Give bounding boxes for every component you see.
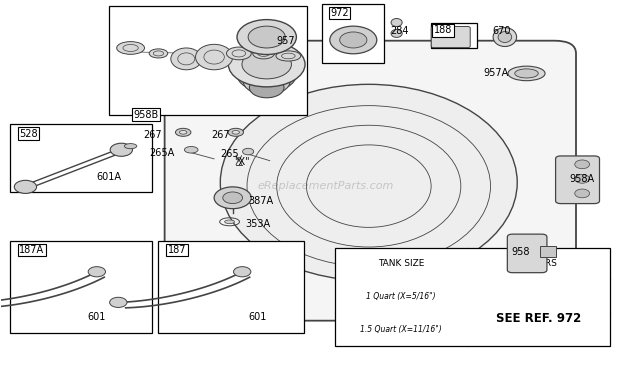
Text: 1.5 Quart (X=11/16"): 1.5 Quart (X=11/16") — [360, 325, 441, 334]
Bar — [10, 241, 153, 333]
Ellipse shape — [232, 131, 239, 134]
Text: 972: 972 — [330, 8, 349, 18]
Circle shape — [237, 57, 296, 92]
Circle shape — [214, 187, 251, 209]
FancyBboxPatch shape — [432, 27, 470, 47]
Ellipse shape — [195, 44, 232, 70]
Bar — [335, 248, 610, 346]
Ellipse shape — [224, 220, 234, 224]
Text: TANK SIZE: TANK SIZE — [378, 259, 424, 268]
Ellipse shape — [117, 42, 144, 54]
Circle shape — [242, 50, 291, 79]
Ellipse shape — [149, 49, 168, 58]
Ellipse shape — [391, 30, 402, 38]
Circle shape — [223, 192, 242, 204]
Text: 958B: 958B — [134, 110, 159, 120]
Circle shape — [237, 20, 296, 54]
Circle shape — [14, 180, 37, 193]
Text: 265: 265 — [220, 149, 239, 159]
Ellipse shape — [498, 32, 511, 42]
FancyBboxPatch shape — [507, 234, 547, 273]
Text: 188: 188 — [434, 26, 452, 35]
Ellipse shape — [226, 47, 251, 60]
Text: 957A: 957A — [483, 68, 508, 78]
FancyBboxPatch shape — [556, 156, 600, 204]
Ellipse shape — [220, 84, 517, 281]
Text: 187: 187 — [168, 245, 186, 255]
Bar — [431, 23, 477, 48]
Circle shape — [340, 32, 367, 48]
Ellipse shape — [184, 146, 198, 153]
Text: 187A: 187A — [19, 245, 45, 255]
Text: 387A: 387A — [248, 196, 273, 207]
Text: "X": "X" — [234, 157, 250, 167]
Text: 267: 267 — [143, 130, 162, 140]
Ellipse shape — [391, 19, 402, 27]
Ellipse shape — [508, 66, 545, 81]
Circle shape — [234, 267, 251, 277]
Circle shape — [228, 42, 305, 87]
Ellipse shape — [171, 48, 202, 70]
Bar — [540, 246, 556, 257]
Text: 353A: 353A — [245, 219, 270, 229]
Bar — [109, 6, 307, 115]
Ellipse shape — [175, 128, 191, 136]
Bar — [322, 4, 384, 62]
Circle shape — [575, 160, 590, 169]
Ellipse shape — [253, 48, 275, 59]
Text: 265A: 265A — [149, 149, 174, 158]
Circle shape — [575, 174, 590, 183]
Text: 284: 284 — [391, 26, 409, 36]
Text: 1 Quart (X=5/16"): 1 Quart (X=5/16") — [366, 292, 436, 300]
Circle shape — [249, 77, 284, 98]
Text: 267: 267 — [211, 130, 229, 140]
Text: 601: 601 — [87, 312, 106, 322]
Circle shape — [110, 297, 127, 307]
Text: 601A: 601A — [97, 172, 122, 182]
Text: 958A: 958A — [570, 174, 595, 184]
Ellipse shape — [125, 143, 137, 149]
Circle shape — [110, 143, 133, 156]
Ellipse shape — [242, 148, 254, 155]
Text: 957: 957 — [276, 36, 294, 46]
Ellipse shape — [493, 28, 516, 46]
Text: eReplacementParts.com: eReplacementParts.com — [257, 181, 394, 191]
Circle shape — [248, 26, 285, 48]
Bar — [159, 241, 304, 333]
Circle shape — [88, 267, 105, 277]
Text: 958: 958 — [511, 247, 529, 257]
Text: COLORS: COLORS — [520, 259, 557, 268]
Circle shape — [229, 46, 304, 90]
Ellipse shape — [276, 51, 301, 61]
Text: SEE REF. 972: SEE REF. 972 — [496, 312, 581, 325]
Bar — [10, 124, 153, 192]
Circle shape — [330, 26, 377, 54]
Text: 528: 528 — [19, 129, 38, 139]
Ellipse shape — [515, 69, 538, 78]
FancyBboxPatch shape — [165, 41, 576, 321]
Ellipse shape — [179, 131, 187, 134]
Circle shape — [243, 67, 290, 95]
Circle shape — [575, 189, 590, 198]
Text: 601: 601 — [248, 312, 267, 322]
Text: 670: 670 — [492, 26, 511, 36]
Ellipse shape — [228, 128, 244, 136]
